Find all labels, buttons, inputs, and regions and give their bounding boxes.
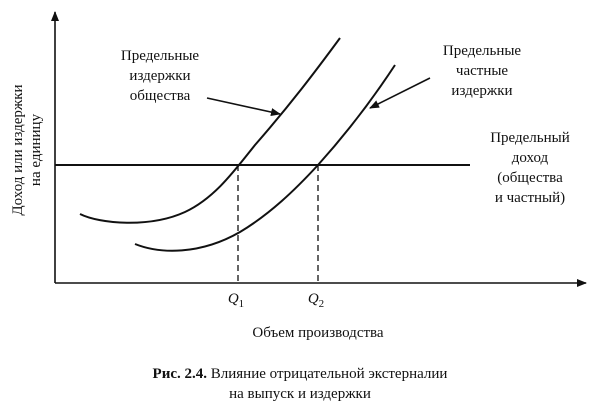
curve-label: Предельные <box>121 48 200 64</box>
curve-label: и частный) <box>495 190 565 206</box>
caption-number: Рис. 2.4. <box>153 366 208 382</box>
curve-label: Предельный <box>490 130 570 146</box>
curve-label: (общества <box>497 170 563 186</box>
curve-label: издержки <box>129 68 190 84</box>
y-label-line: на единицу <box>28 113 44 186</box>
x-label: Объем производства <box>252 325 384 341</box>
caption-text: на выпуск и издержки <box>229 386 371 402</box>
private-cost-curve <box>134 64 396 252</box>
point-symbol: Q <box>308 291 319 307</box>
curve-label: доход <box>512 150 549 166</box>
curve-label: издержки <box>451 83 512 99</box>
curve-label: Предельные <box>443 43 522 59</box>
curve-label: общества <box>130 88 191 104</box>
curve-label: частные <box>456 63 509 79</box>
social-cost-curve <box>79 37 341 224</box>
y-label-line: Доход или издержки <box>10 84 26 215</box>
point-subscript: 1 <box>239 298 245 310</box>
pointer-arrow <box>369 77 431 109</box>
caption: Рис. 2.4. Влияние отрицательной экстерна… <box>153 366 448 382</box>
point-label: Q1 <box>228 291 244 310</box>
pointer-arrow <box>206 97 281 116</box>
point-label: Q2 <box>308 291 324 310</box>
point-symbol: Q <box>228 291 239 307</box>
caption-text: Влияние отрицательной экстерналии <box>211 366 448 382</box>
point-subscript: 2 <box>319 298 325 310</box>
y-label: Доход или издержки на единицу <box>10 84 44 215</box>
